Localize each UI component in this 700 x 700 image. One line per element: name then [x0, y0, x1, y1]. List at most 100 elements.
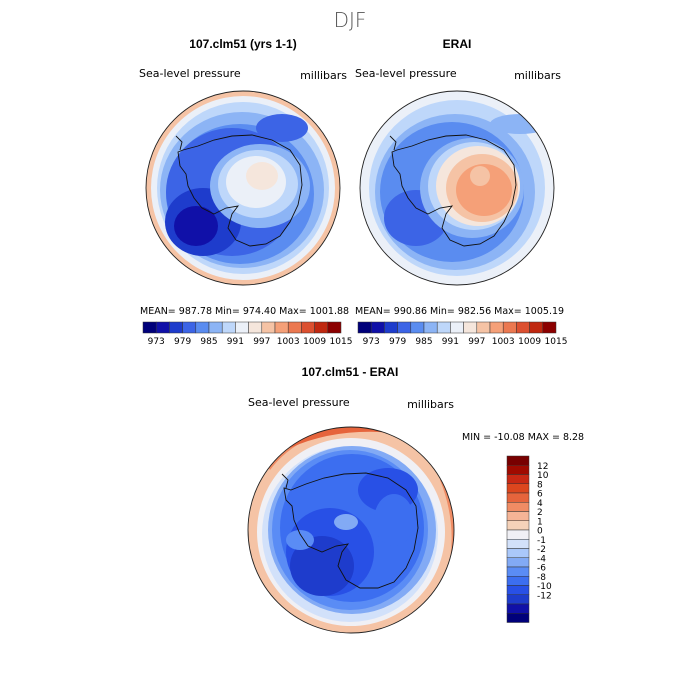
- colorbar-obs-swatch: [529, 321, 544, 334]
- colorbar-obs-swatch: [357, 321, 372, 334]
- stats-obs: MEAN= 990.86 Min= 982.56 Max= 1005.19: [355, 306, 564, 317]
- coastline-diff: [281, 472, 419, 589]
- panel-units-diff: millibars: [407, 398, 454, 411]
- colorbar-diff-swatch: [506, 502, 530, 512]
- colorbar-model-tick-label: 985: [200, 337, 217, 347]
- colorbar-diff-swatch: [506, 539, 530, 549]
- colorbar-diff-swatch: [506, 511, 530, 521]
- colorbar-diff-tick-label: 4: [537, 499, 543, 509]
- stats-model: MEAN= 987.78 Min= 974.40 Max= 1001.88: [140, 306, 349, 317]
- colorbar-diff-swatch: [506, 529, 530, 540]
- panel-units-model: millibars: [300, 69, 347, 82]
- colorbar-model-swatch: [155, 321, 170, 334]
- map-border-diff: [247, 426, 455, 634]
- colorbar-obs-tick-label: 1003: [492, 337, 515, 347]
- colorbar-obs-swatch: [463, 321, 478, 334]
- colorbar-model-tick-label: 1009: [303, 337, 326, 347]
- colorbar-diff-swatch: [506, 492, 530, 503]
- colorbar-diff-tick-label: 12: [537, 462, 548, 472]
- coastline-obs: [389, 134, 517, 247]
- colorbar-obs-tick-label: 979: [389, 337, 406, 347]
- colorbar-obs-tick-label: 991: [442, 337, 459, 347]
- colorbar-diff-tick-label: 0: [537, 527, 543, 537]
- colorbar-diff-tick-label: 8: [537, 480, 543, 490]
- colorbar-obs-swatch: [370, 321, 385, 334]
- colorbar-diff-swatch: [506, 613, 530, 623]
- colorbar-diff-tick-label: 2: [537, 508, 543, 518]
- map-model: [146, 91, 340, 285]
- colorbar-obs-swatch: [476, 321, 491, 334]
- panel-title-diff: 107.clm51 - ERAI: [302, 365, 399, 379]
- colorbar-model-tick-label: 1015: [330, 337, 353, 347]
- colorbar-obs-swatch: [384, 321, 398, 334]
- colorbar-model-tick-label: 973: [148, 337, 165, 347]
- colorbar-obs-swatch: [450, 321, 464, 334]
- colorbar-diff-swatch: [506, 557, 530, 568]
- map-diff: [248, 427, 454, 633]
- colorbar-obs-tick-label: 1009: [518, 337, 541, 347]
- colorbar-model-swatch: [301, 321, 315, 334]
- colorbar-obs: 973 979 985 991 997 1003 1009 1015: [357, 321, 568, 347]
- colorbar-diff-swatch: [506, 520, 530, 531]
- panel-label-obs: Sea-level pressure: [355, 67, 457, 80]
- colorbar-obs-swatch: [502, 321, 517, 334]
- colorbar-model-swatch: [195, 321, 210, 334]
- colorbar-obs-tick-label: 985: [415, 337, 432, 347]
- colorbar-obs-swatch: [489, 321, 504, 334]
- colorbar-model-swatch: [274, 321, 289, 334]
- colorbar-diff-swatch: [506, 603, 530, 614]
- colorbar-obs-tick-label: 973: [363, 337, 380, 347]
- colorbar-model-swatch: [261, 321, 276, 334]
- colorbar-obs-swatch: [397, 321, 412, 334]
- colorbar-model-swatch: [287, 321, 302, 334]
- diff-minmax: MIN = -10.08 MAX = 8.28: [462, 432, 584, 443]
- colorbar-diff-tick-label: -10: [537, 582, 552, 592]
- colorbar-diff-swatch: [506, 548, 530, 558]
- colorbar-diff-swatch: [506, 576, 530, 586]
- colorbar-diff-tick-label: 6: [537, 490, 543, 500]
- colorbar-diff-tick-label: -1: [537, 536, 546, 546]
- colorbar-obs-swatch: [436, 321, 451, 334]
- colorbar-diff-tick-label: -2: [537, 545, 546, 555]
- map-border-obs: [359, 90, 555, 286]
- colorbar-diff-swatch: [506, 585, 530, 595]
- colorbar-diff-tick-label: -8: [537, 573, 546, 583]
- colorbar-diff-swatch: [506, 566, 530, 577]
- colorbar-model-tick-label: 1003: [277, 337, 300, 347]
- figure-title: DJF: [334, 8, 367, 32]
- colorbar-model-swatch: [169, 321, 183, 334]
- colorbar-diff-swatch: [506, 483, 530, 494]
- colorbar-diff-tick-label: -12: [537, 591, 552, 601]
- panel-title-model: 107.clm51 (yrs 1-1): [189, 37, 296, 51]
- panel-label-model: Sea-level pressure: [139, 67, 241, 80]
- colorbar-model-swatch: [142, 321, 157, 334]
- colorbar-obs-swatch: [516, 321, 530, 334]
- colorbar-obs-swatch: [542, 321, 557, 334]
- colorbar-model-swatch: [208, 321, 223, 334]
- colorbar-model-tick-label: 991: [227, 337, 244, 347]
- colorbar-model: 973 979 985 991 997 1003 1009 1015: [142, 321, 353, 347]
- colorbar-diff-swatch: [506, 594, 530, 605]
- colorbar-model-swatch: [182, 321, 197, 334]
- colorbar-diff-swatch: [506, 465, 530, 475]
- map-obs: [360, 91, 554, 285]
- colorbar-diff-swatch: [506, 455, 530, 466]
- panel-label-diff: Sea-level pressure: [248, 396, 350, 409]
- colorbar-obs-tick-label: 1015: [545, 337, 568, 347]
- colorbar-model-swatch: [235, 321, 249, 334]
- colorbar-model-swatch: [248, 321, 263, 334]
- colorbar-diff-tick-label: -4: [537, 554, 546, 564]
- colorbar-model-swatch: [221, 321, 236, 334]
- colorbar-diff-tick-label: 10: [537, 471, 549, 481]
- colorbar-model-swatch: [327, 321, 342, 334]
- colorbar-diff-swatch: [506, 474, 530, 484]
- panel-title-obs: ERAI: [443, 37, 472, 51]
- colorbar-diff-tick-label: -6: [537, 564, 546, 574]
- colorbar-model-tick-label: 997: [253, 337, 270, 347]
- colorbar-model-swatch: [314, 321, 329, 334]
- colorbar-obs-swatch: [423, 321, 438, 334]
- colorbar-diff-tick-label: 1: [537, 517, 543, 527]
- map-border-model: [145, 90, 341, 286]
